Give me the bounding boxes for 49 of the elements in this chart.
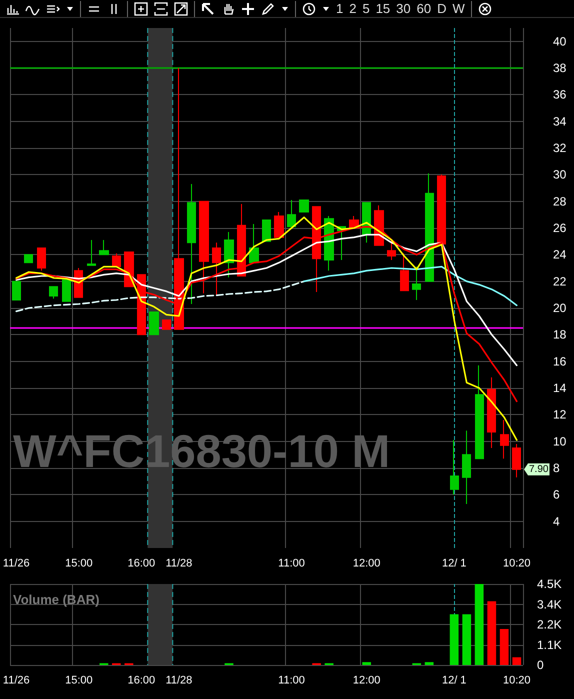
x-tick-label: 10:20 — [502, 674, 531, 686]
y-tick-label: 40 — [553, 34, 567, 48]
x-tick-label: 16:00 — [128, 674, 156, 686]
text: D — [437, 0, 446, 16]
x-tick-label: 11/26 — [2, 674, 30, 686]
text: 30 — [396, 0, 411, 16]
x-tick-label: 10:20 — [502, 558, 531, 570]
y-tick-label: 1.1K — [537, 638, 562, 652]
y-tick-label: 32 — [553, 141, 567, 155]
x-tick-label: 11:00 — [278, 558, 305, 570]
y-tick-label: 0 — [537, 658, 544, 672]
x-tick-label: 12/ 1 — [442, 558, 466, 570]
y-tick-label: 30 — [553, 168, 567, 182]
y-tick-label: 24 — [553, 248, 567, 262]
annotation: 7.90 — [529, 464, 549, 475]
y-tick-label: 36 — [553, 88, 567, 102]
x-tick-label: 12:00 — [352, 674, 380, 686]
y-tick-label: 4.5K — [537, 577, 562, 591]
y-tick-label: 18 — [553, 328, 567, 342]
text: W — [452, 0, 465, 16]
y-tick-label: 28 — [553, 194, 567, 208]
x-tick-label: 11/26 — [2, 558, 30, 570]
text: 2 — [349, 0, 356, 16]
y-tick-label: 12 — [553, 408, 567, 422]
x-tick-label: 11/28 — [166, 558, 192, 570]
y-tick-label: 14 — [553, 381, 567, 395]
y-tick-label: 16 — [553, 354, 567, 368]
text: 1 — [336, 0, 344, 16]
x-tick-label: 12:00 — [352, 558, 380, 570]
y-tick-label: 26 — [553, 221, 567, 235]
x-tick-label: 12/ 1 — [442, 674, 466, 686]
y-tick-label: 38 — [553, 61, 567, 75]
y-tick-label: 20 — [553, 301, 567, 315]
x-tick-label: 15:00 — [65, 558, 93, 570]
y-tick-label: 10 — [553, 434, 567, 448]
x-tick-label: 16:00 — [128, 558, 156, 570]
y-tick-label: 6 — [553, 488, 560, 502]
y-tick-label: 22 — [553, 274, 567, 288]
text: 5 — [362, 0, 370, 16]
y-tick-label: 34 — [553, 114, 567, 128]
text: 60 — [416, 0, 432, 16]
y-tick-label: 4 — [553, 514, 560, 528]
y-tick-label: 8 — [553, 461, 560, 475]
y-tick-label: 2.2K — [537, 618, 562, 632]
x-tick-label: 15:00 — [65, 674, 93, 686]
x-tick-label: 11:00 — [278, 674, 305, 686]
y-tick-label: 3.4K — [537, 597, 562, 612]
x-tick-label: 11/28 — [166, 674, 192, 686]
text: 15 — [376, 0, 390, 16]
